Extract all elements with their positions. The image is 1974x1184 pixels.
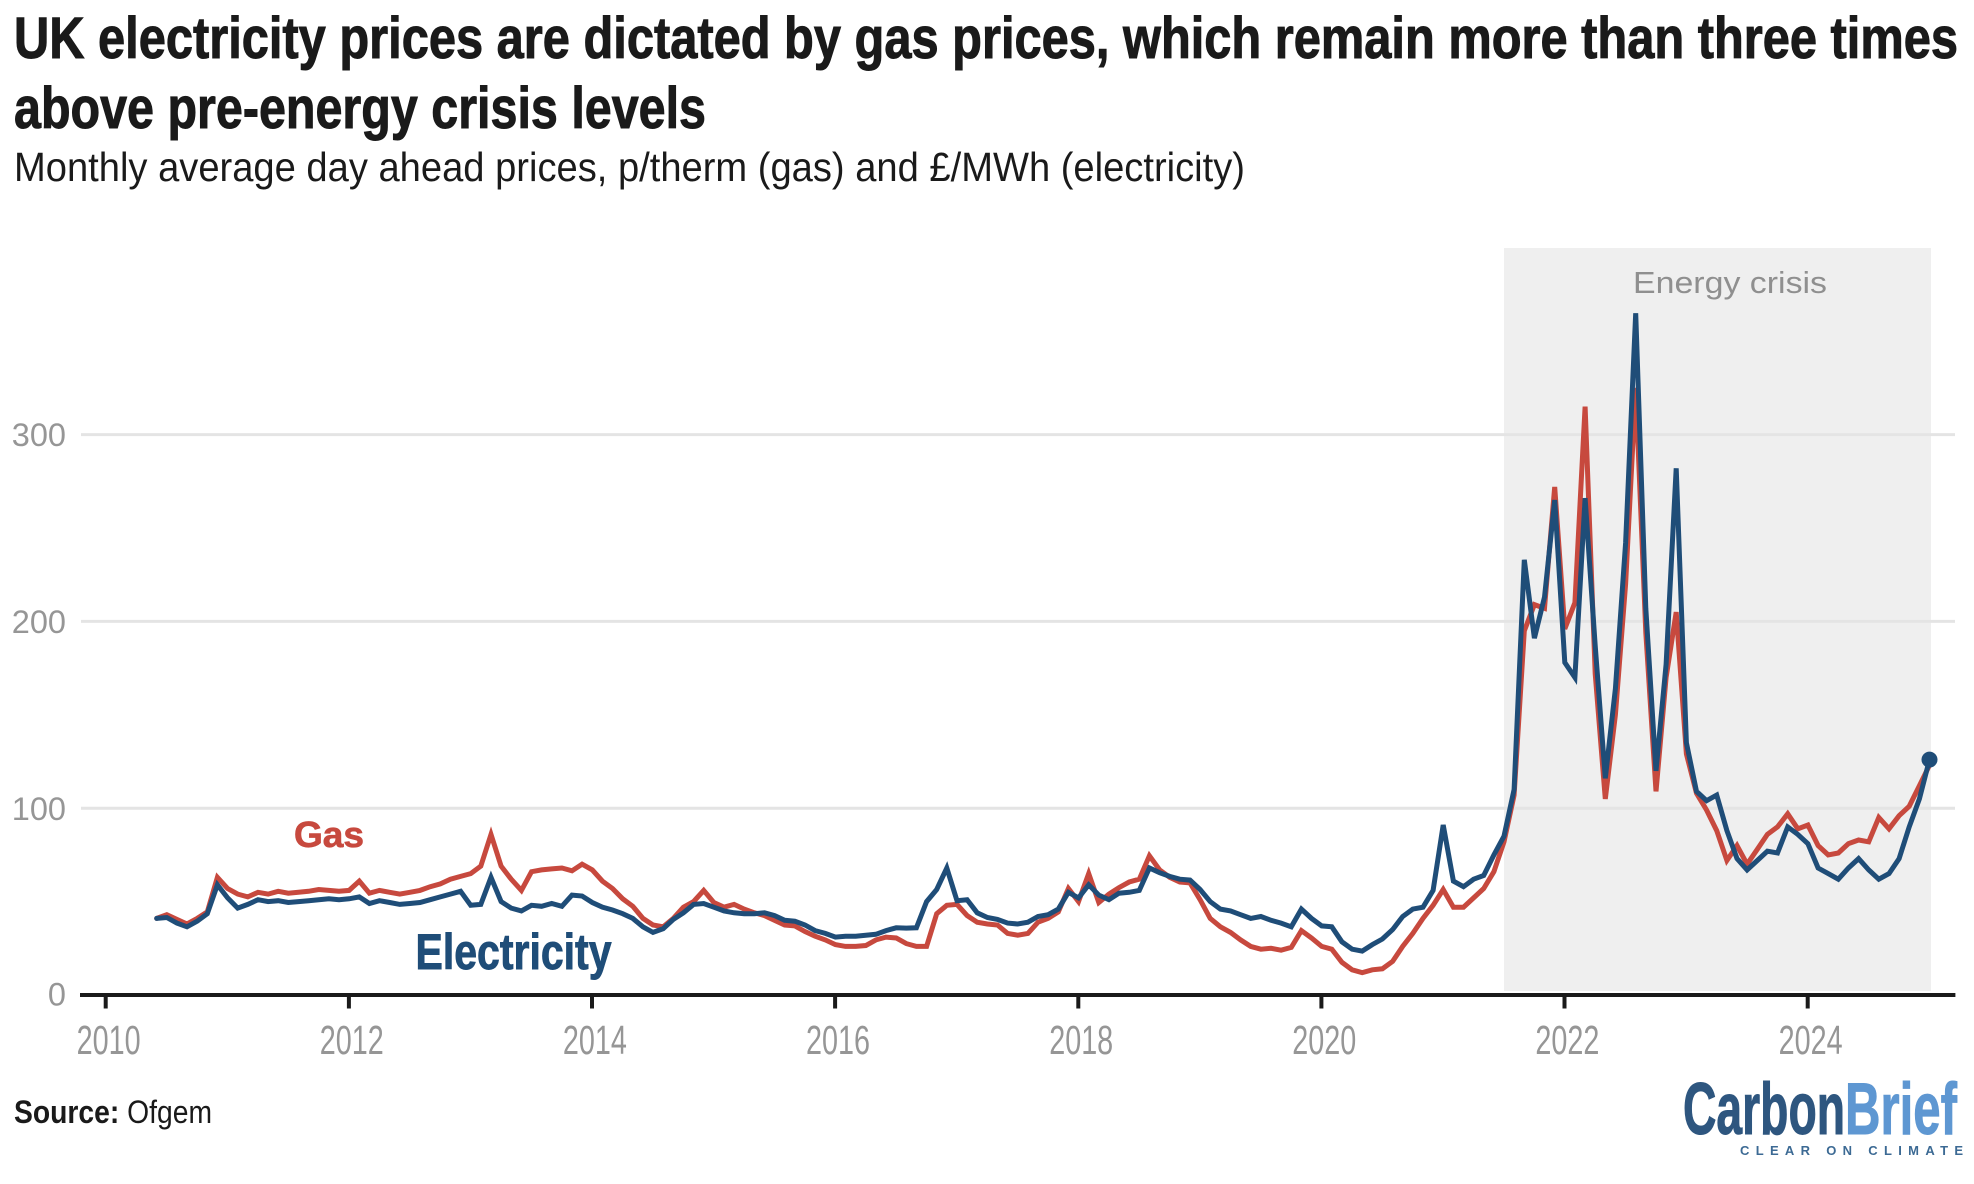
svg-text:Energy crisis: Energy crisis [1633, 265, 1827, 300]
svg-text:2012: 2012 [320, 1017, 384, 1063]
svg-text:0: 0 [48, 977, 66, 1013]
svg-text:2010: 2010 [77, 1017, 141, 1063]
svg-text:300: 300 [12, 417, 66, 453]
svg-text:Gas: Gas [294, 814, 364, 855]
svg-text:UK electricity prices are dict: UK electricity prices are dictated by ga… [14, 6, 1958, 71]
svg-text:Monthly average day ahead pric: Monthly average day ahead prices, p/ther… [14, 144, 1245, 190]
svg-text:above pre-energy crisis levels: above pre-energy crisis levels [14, 76, 706, 141]
svg-text:Brief: Brief [1845, 1069, 1957, 1150]
svg-text:2018: 2018 [1049, 1017, 1113, 1063]
svg-text:Electricity: Electricity [416, 924, 612, 980]
svg-text:2022: 2022 [1535, 1017, 1599, 1063]
svg-text:2014: 2014 [563, 1017, 627, 1063]
svg-text:2020: 2020 [1292, 1017, 1356, 1063]
svg-text:200: 200 [12, 604, 66, 640]
svg-text:CLEAR ON CLIMATE: CLEAR ON CLIMATE [1740, 1143, 1963, 1158]
svg-text:2016: 2016 [806, 1017, 870, 1063]
svg-text:Carbon: Carbon [1683, 1069, 1845, 1150]
svg-text:Source: Ofgem: Source: Ofgem [14, 1094, 212, 1130]
svg-text:100: 100 [12, 791, 66, 827]
svg-text:2024: 2024 [1779, 1017, 1843, 1063]
